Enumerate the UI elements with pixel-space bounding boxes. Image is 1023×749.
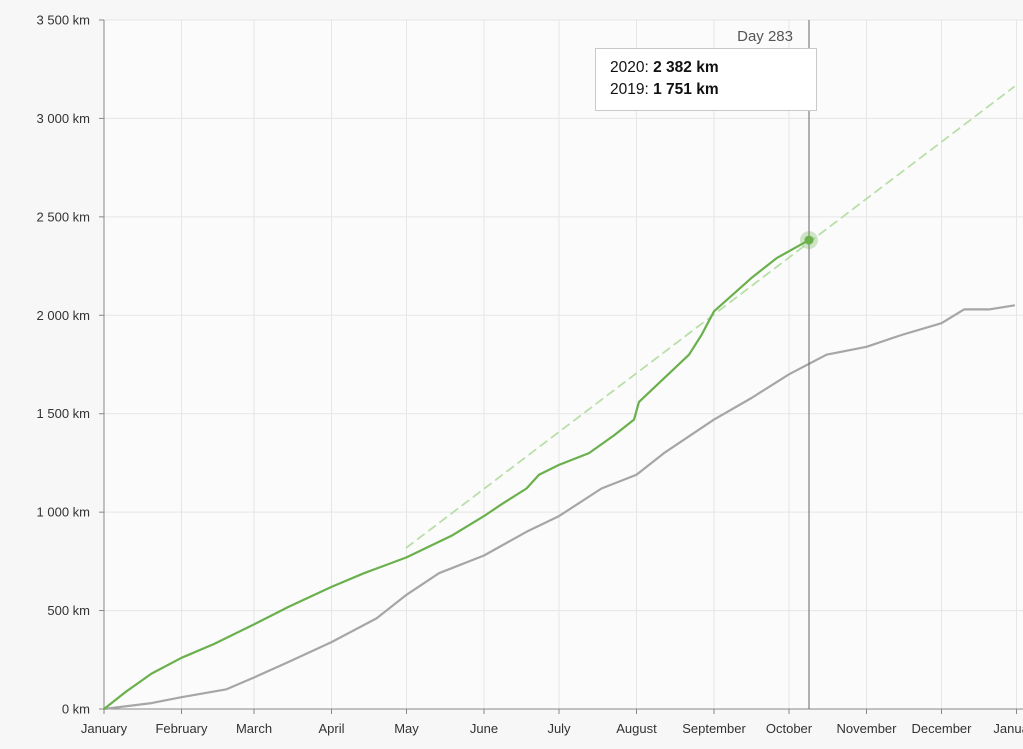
tooltip-row-2019: 2019: 1 751 km xyxy=(610,79,816,101)
y-tick-label: 3 500 km xyxy=(37,13,90,28)
tooltip: 2020: 2 382 km 2019: 1 751 km xyxy=(595,48,817,111)
tooltip-row-2020: 2020: 2 382 km xyxy=(610,57,816,79)
tooltip-year-2020: 2020: xyxy=(610,59,649,76)
x-tick-label: May xyxy=(394,721,419,736)
x-tick-label: September xyxy=(682,721,746,736)
cursor-day-label: Day 283 xyxy=(737,28,793,45)
y-tick-label: 1 500 km xyxy=(37,406,90,421)
x-tick-label: October xyxy=(766,721,813,736)
x-tick-label: February xyxy=(155,721,208,736)
series-line-2019 xyxy=(102,304,1016,711)
y-tick-label: 0 km xyxy=(62,702,90,717)
x-tick-label: January xyxy=(993,721,1023,736)
x-tick-label: July xyxy=(547,721,571,736)
grid xyxy=(104,19,1023,709)
y-tick-label: 1 000 km xyxy=(37,505,90,520)
x-tick-label: April xyxy=(318,721,344,736)
tooltip-value-2020: 2 382 km xyxy=(653,59,719,76)
x-tick-label: November xyxy=(837,721,898,736)
cursor-marker-2020 xyxy=(804,235,814,245)
x-tick-label: December xyxy=(912,721,973,736)
y-tick-label: 500 km xyxy=(47,603,90,618)
y-tick-label: 3 000 km xyxy=(37,111,90,126)
axes: 0 km 500 km 1 000 km 1 500 km 2 000 km 2 500 … xyxy=(37,13,1023,736)
x-tick-label: March xyxy=(236,721,272,736)
x-tick-label: June xyxy=(470,721,498,736)
series-layer xyxy=(102,86,1016,711)
y-tick-label: 2 000 km xyxy=(37,308,90,323)
cursor-layer: Day 283 xyxy=(737,20,818,709)
tooltip-value-2019: 1 751 km xyxy=(653,81,719,98)
tooltip-year-2019: 2019: xyxy=(610,81,649,98)
series-line-2020 xyxy=(102,239,811,711)
x-tick-label: January xyxy=(81,721,128,736)
plot-background xyxy=(104,20,1023,709)
x-tick-label: August xyxy=(616,721,657,736)
y-tick-label: 2 500 km xyxy=(37,209,90,224)
